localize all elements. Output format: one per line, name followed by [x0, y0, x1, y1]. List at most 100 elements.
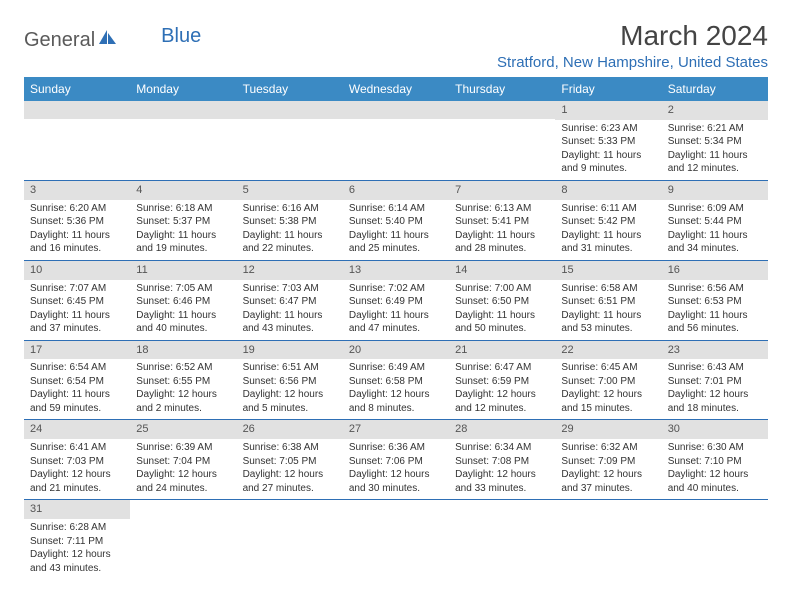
sunset-line: Sunset: 7:09 PM [561, 455, 655, 469]
day-number: 19 [237, 341, 343, 360]
day-number: 26 [237, 420, 343, 439]
weekday-header: Tuesday [237, 77, 343, 101]
sunset-line: Sunset: 6:47 PM [243, 295, 337, 309]
sunrise-line: Sunrise: 6:16 AM [243, 202, 337, 216]
daylight-line: Daylight: 12 hours and 15 minutes. [561, 388, 655, 415]
day-data: Sunrise: 6:54 AMSunset: 6:54 PMDaylight:… [24, 359, 130, 419]
calendar-cell [555, 500, 661, 579]
calendar-cell [343, 500, 449, 579]
calendar-cell [24, 101, 130, 180]
day-data: Sunrise: 7:07 AMSunset: 6:45 PMDaylight:… [24, 280, 130, 340]
sunrise-line: Sunrise: 6:47 AM [455, 361, 549, 375]
calendar-cell: 6Sunrise: 6:14 AMSunset: 5:40 PMDaylight… [343, 180, 449, 260]
day-number: 23 [662, 341, 768, 360]
daylight-line: Daylight: 11 hours and 12 minutes. [668, 149, 762, 176]
sunset-line: Sunset: 6:46 PM [136, 295, 230, 309]
sunset-line: Sunset: 5:38 PM [243, 215, 337, 229]
day-number: 17 [24, 341, 130, 360]
sunset-line: Sunset: 6:59 PM [455, 375, 549, 389]
calendar-cell: 15Sunrise: 6:58 AMSunset: 6:51 PMDayligh… [555, 260, 661, 340]
sunset-line: Sunset: 6:51 PM [561, 295, 655, 309]
day-number: 18 [130, 341, 236, 360]
day-data: Sunrise: 6:21 AMSunset: 5:34 PMDaylight:… [662, 120, 768, 180]
sunrise-line: Sunrise: 7:07 AM [30, 282, 124, 296]
sunrise-line: Sunrise: 6:43 AM [668, 361, 762, 375]
day-data: Sunrise: 6:43 AMSunset: 7:01 PMDaylight:… [662, 359, 768, 419]
sunset-line: Sunset: 6:54 PM [30, 375, 124, 389]
sunrise-line: Sunrise: 7:02 AM [349, 282, 443, 296]
sunrise-line: Sunrise: 6:41 AM [30, 441, 124, 455]
sunset-line: Sunset: 6:53 PM [668, 295, 762, 309]
calendar-cell [449, 101, 555, 180]
sunrise-line: Sunrise: 6:58 AM [561, 282, 655, 296]
header: General Blue March 2024 Stratford, New H… [24, 20, 768, 71]
day-data: Sunrise: 6:20 AMSunset: 5:36 PMDaylight:… [24, 200, 130, 260]
sunset-line: Sunset: 7:03 PM [30, 455, 124, 469]
sunset-line: Sunset: 6:56 PM [243, 375, 337, 389]
daylight-line: Daylight: 12 hours and 8 minutes. [349, 388, 443, 415]
calendar-cell: 16Sunrise: 6:56 AMSunset: 6:53 PMDayligh… [662, 260, 768, 340]
day-data: Sunrise: 6:47 AMSunset: 6:59 PMDaylight:… [449, 359, 555, 419]
sunset-line: Sunset: 7:11 PM [30, 535, 124, 549]
daylight-line: Daylight: 11 hours and 40 minutes. [136, 309, 230, 336]
calendar-cell: 10Sunrise: 7:07 AMSunset: 6:45 PMDayligh… [24, 260, 130, 340]
calendar-cell [449, 500, 555, 579]
day-data: Sunrise: 6:49 AMSunset: 6:58 PMDaylight:… [343, 359, 449, 419]
sunrise-line: Sunrise: 6:30 AM [668, 441, 762, 455]
sunrise-line: Sunrise: 6:32 AM [561, 441, 655, 455]
day-number: 4 [130, 181, 236, 200]
calendar-cell: 12Sunrise: 7:03 AMSunset: 6:47 PMDayligh… [237, 260, 343, 340]
weekday-header: Friday [555, 77, 661, 101]
daylight-line: Daylight: 11 hours and 34 minutes. [668, 229, 762, 256]
sunrise-line: Sunrise: 6:38 AM [243, 441, 337, 455]
daylight-line: Daylight: 12 hours and 24 minutes. [136, 468, 230, 495]
empty-cell [24, 101, 130, 119]
sunset-line: Sunset: 5:42 PM [561, 215, 655, 229]
calendar-cell: 20Sunrise: 6:49 AMSunset: 6:58 PMDayligh… [343, 340, 449, 420]
calendar-head: SundayMondayTuesdayWednesdayThursdayFrid… [24, 77, 768, 101]
calendar-cell: 4Sunrise: 6:18 AMSunset: 5:37 PMDaylight… [130, 180, 236, 260]
daylight-line: Daylight: 11 hours and 28 minutes. [455, 229, 549, 256]
sunset-line: Sunset: 5:34 PM [668, 135, 762, 149]
daylight-line: Daylight: 11 hours and 43 minutes. [243, 309, 337, 336]
daylight-line: Daylight: 11 hours and 37 minutes. [30, 309, 124, 336]
weekday-header: Sunday [24, 77, 130, 101]
day-number: 7 [449, 181, 555, 200]
day-data: Sunrise: 6:39 AMSunset: 7:04 PMDaylight:… [130, 439, 236, 499]
sunset-line: Sunset: 7:10 PM [668, 455, 762, 469]
daylight-line: Daylight: 11 hours and 19 minutes. [136, 229, 230, 256]
calendar-cell: 13Sunrise: 7:02 AMSunset: 6:49 PMDayligh… [343, 260, 449, 340]
daylight-line: Daylight: 11 hours and 9 minutes. [561, 149, 655, 176]
calendar-row: 10Sunrise: 7:07 AMSunset: 6:45 PMDayligh… [24, 260, 768, 340]
sunset-line: Sunset: 7:01 PM [668, 375, 762, 389]
calendar-cell: 26Sunrise: 6:38 AMSunset: 7:05 PMDayligh… [237, 420, 343, 500]
daylight-line: Daylight: 11 hours and 56 minutes. [668, 309, 762, 336]
daylight-line: Daylight: 12 hours and 43 minutes. [30, 548, 124, 575]
calendar-cell: 2Sunrise: 6:21 AMSunset: 5:34 PMDaylight… [662, 101, 768, 180]
day-data: Sunrise: 6:14 AMSunset: 5:40 PMDaylight:… [343, 200, 449, 260]
calendar-cell: 17Sunrise: 6:54 AMSunset: 6:54 PMDayligh… [24, 340, 130, 420]
title-block: March 2024 Stratford, New Hampshire, Uni… [497, 20, 768, 71]
weekday-header: Thursday [449, 77, 555, 101]
calendar-cell: 29Sunrise: 6:32 AMSunset: 7:09 PMDayligh… [555, 420, 661, 500]
location: Stratford, New Hampshire, United States [497, 54, 768, 71]
weekday-header: Monday [130, 77, 236, 101]
sunrise-line: Sunrise: 6:21 AM [668, 122, 762, 136]
sunrise-line: Sunrise: 6:09 AM [668, 202, 762, 216]
daylight-line: Daylight: 11 hours and 25 minutes. [349, 229, 443, 256]
day-number: 13 [343, 261, 449, 280]
calendar-cell: 7Sunrise: 6:13 AMSunset: 5:41 PMDaylight… [449, 180, 555, 260]
day-data: Sunrise: 6:51 AMSunset: 6:56 PMDaylight:… [237, 359, 343, 419]
calendar-cell: 3Sunrise: 6:20 AMSunset: 5:36 PMDaylight… [24, 180, 130, 260]
sunset-line: Sunset: 6:50 PM [455, 295, 549, 309]
day-data: Sunrise: 6:58 AMSunset: 6:51 PMDaylight:… [555, 280, 661, 340]
day-number: 25 [130, 420, 236, 439]
day-data: Sunrise: 6:36 AMSunset: 7:06 PMDaylight:… [343, 439, 449, 499]
daylight-line: Daylight: 12 hours and 18 minutes. [668, 388, 762, 415]
day-data: Sunrise: 6:45 AMSunset: 7:00 PMDaylight:… [555, 359, 661, 419]
sunrise-line: Sunrise: 6:11 AM [561, 202, 655, 216]
day-number: 8 [555, 181, 661, 200]
calendar-cell: 31Sunrise: 6:28 AMSunset: 7:11 PMDayligh… [24, 500, 130, 579]
sunrise-line: Sunrise: 6:54 AM [30, 361, 124, 375]
sunrise-line: Sunrise: 6:36 AM [349, 441, 443, 455]
